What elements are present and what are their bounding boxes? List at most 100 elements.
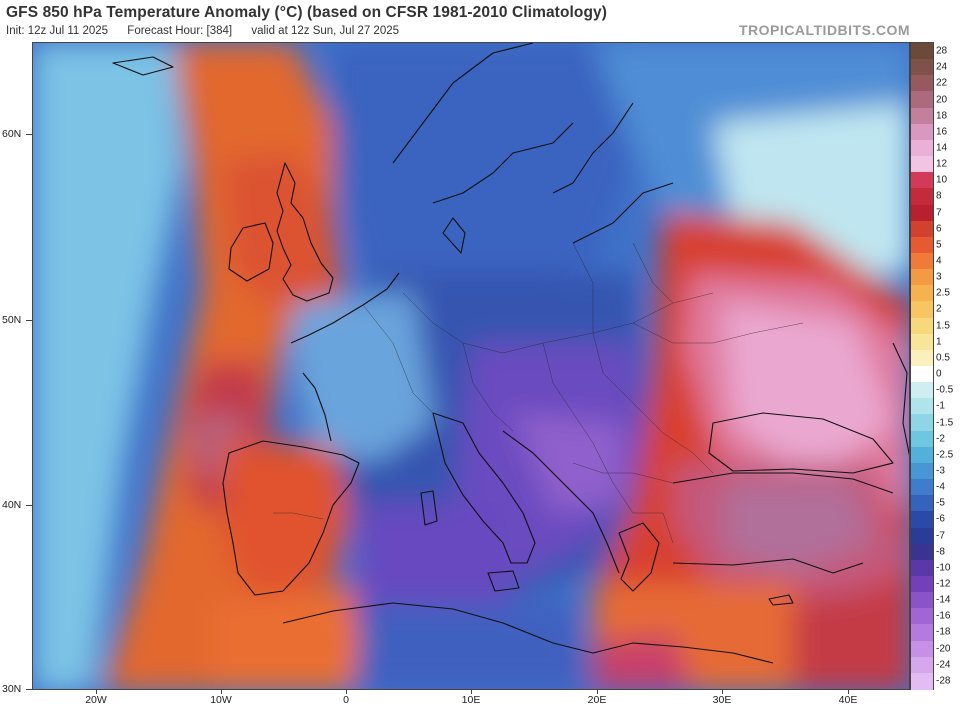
colorbar-level-label: 16: [936, 126, 948, 138]
lat-tick: [26, 689, 32, 690]
colorbar-swatch: [911, 608, 933, 625]
colorbar-swatch: [911, 333, 933, 351]
lat-label-40n: 40N: [2, 499, 22, 511]
colorbar-level-label: 10: [936, 174, 948, 186]
colorbar-swatch: [911, 252, 933, 270]
colorbar-level-label: -1: [936, 400, 945, 412]
colorbar-level-label: 20: [936, 94, 948, 106]
colorbar-swatch: [911, 43, 933, 60]
lon-label-20w: 20W: [85, 694, 107, 706]
colorbar-level-label: -10: [936, 562, 951, 574]
colorbar-swatch: [911, 656, 933, 674]
colorbar-swatch: [911, 123, 933, 141]
colorbar-swatch: [911, 640, 933, 658]
forecast-hour: Forecast Hour: [384]: [127, 25, 233, 37]
colorbar-swatch: [911, 188, 933, 206]
colorbar-level-label: -6: [936, 513, 945, 525]
colorbar-level-label: -2.5: [936, 449, 954, 461]
lon-tick: [722, 690, 723, 694]
lat-tick: [26, 134, 32, 135]
anomaly-map: [32, 42, 910, 690]
colorbar-swatch: [911, 172, 933, 189]
lon-label-0: 0: [343, 694, 349, 706]
colorbar-level-label: 12: [936, 158, 948, 170]
lon-label-40e: 40E: [838, 694, 858, 706]
lon-label-10e: 10E: [461, 694, 481, 706]
map-title: GFS 850 hPa Temperature Anomaly (°C) (ba…: [6, 4, 608, 21]
colorbar-swatch: [911, 495, 933, 512]
colorbar-swatch: [911, 511, 933, 529]
colorbar-swatch: [911, 559, 933, 577]
colorbar-swatch: [911, 236, 933, 254]
lon-tick: [597, 690, 598, 694]
lon-tick: [848, 690, 849, 694]
colorbar-level-label: 7: [936, 207, 942, 219]
colorbar-level-label: 28: [936, 45, 948, 57]
lat-label-30n: 30N: [2, 683, 22, 695]
colorbar-level-label: -4: [936, 481, 945, 493]
colorbar-level-label: 14: [936, 142, 948, 154]
colorbar-swatch: [911, 462, 933, 480]
lat-tick: [26, 505, 32, 506]
colorbar-level-label: -5: [936, 497, 945, 509]
valid-time: valid at 12z Sun, Jul 27 2025: [251, 25, 400, 37]
colorbar-level-label: 1: [936, 336, 942, 348]
lon-tick: [471, 690, 472, 694]
colorbar-swatch: [911, 414, 933, 432]
colorbar-swatch: [911, 269, 933, 286]
colorbar-level-label: -24: [936, 659, 951, 671]
colorbar-swatch: [911, 382, 933, 399]
colorbar-level-label: -12: [936, 578, 951, 590]
colorbar-level-label: 22: [936, 77, 948, 89]
colorbar-level-label: 5: [936, 239, 942, 251]
colorbar-swatch: [911, 527, 933, 545]
lat-label-50n: 50N: [2, 314, 22, 326]
colorbar-swatch: [911, 301, 933, 319]
colorbar-level-label: -0.5: [936, 384, 954, 396]
colorbar-swatch: [911, 366, 933, 383]
colorbar-swatch: [911, 59, 933, 76]
coastlines: [112, 43, 909, 664]
colorbar-level-label: 2: [936, 303, 942, 315]
colorbar-level-label: -18: [936, 626, 951, 638]
colorbar-level-label: -20: [936, 643, 951, 655]
lon-tick: [221, 690, 222, 694]
colorbar-swatch: [911, 349, 933, 367]
colorbar-swatch: [911, 479, 933, 496]
colorbar-swatch: [911, 139, 933, 157]
colorbar-swatch: [911, 575, 933, 593]
colorbar-swatch: [911, 285, 933, 302]
colorbar-level-label: -8: [936, 546, 945, 558]
colorbar-level-label: 2.5: [936, 287, 950, 299]
colorbar-level-label: -14: [936, 594, 951, 606]
colorbar-level-label: 3: [936, 271, 942, 283]
run-info: Init: 12z Jul 11 2025 Forecast Hour: [38…: [6, 25, 415, 37]
colorbar-level-label: -16: [936, 610, 951, 622]
colorbar-swatch: [911, 317, 933, 335]
colorbar-swatch: [911, 91, 933, 109]
colorbar-level-label: -1.5: [936, 417, 954, 429]
colorbar-swatch: [911, 204, 933, 222]
colorbar-level-label: -2: [936, 433, 945, 445]
borders: [273, 242, 804, 544]
colorbar-swatch: [911, 156, 933, 173]
map-canvas: [33, 43, 909, 689]
colorbar-swatch: [911, 592, 933, 609]
colorbar-swatch: [911, 107, 933, 125]
lat-label-60n: 60N: [2, 128, 22, 140]
colorbar-level-label: 4: [936, 255, 942, 267]
colorbar-swatch: [911, 398, 933, 416]
lon-tick: [346, 690, 347, 694]
init-time: Init: 12z Jul 11 2025: [6, 25, 109, 37]
colorbar-level-label: 0.5: [936, 352, 950, 364]
colorbar-level-label: 18: [936, 110, 948, 122]
lat-tick: [26, 320, 32, 321]
colorbar-swatch: [911, 543, 933, 561]
colorbar-level-label: -7: [936, 530, 945, 542]
colorbar-level-label: -28: [936, 675, 951, 687]
colorbar-swatch: [911, 446, 933, 464]
colorbar-swatch: [911, 430, 933, 448]
colorbar-level-label: -3: [936, 465, 945, 477]
colorbar-swatch: [911, 75, 933, 93]
colorbar-level-label: 24: [936, 61, 948, 73]
